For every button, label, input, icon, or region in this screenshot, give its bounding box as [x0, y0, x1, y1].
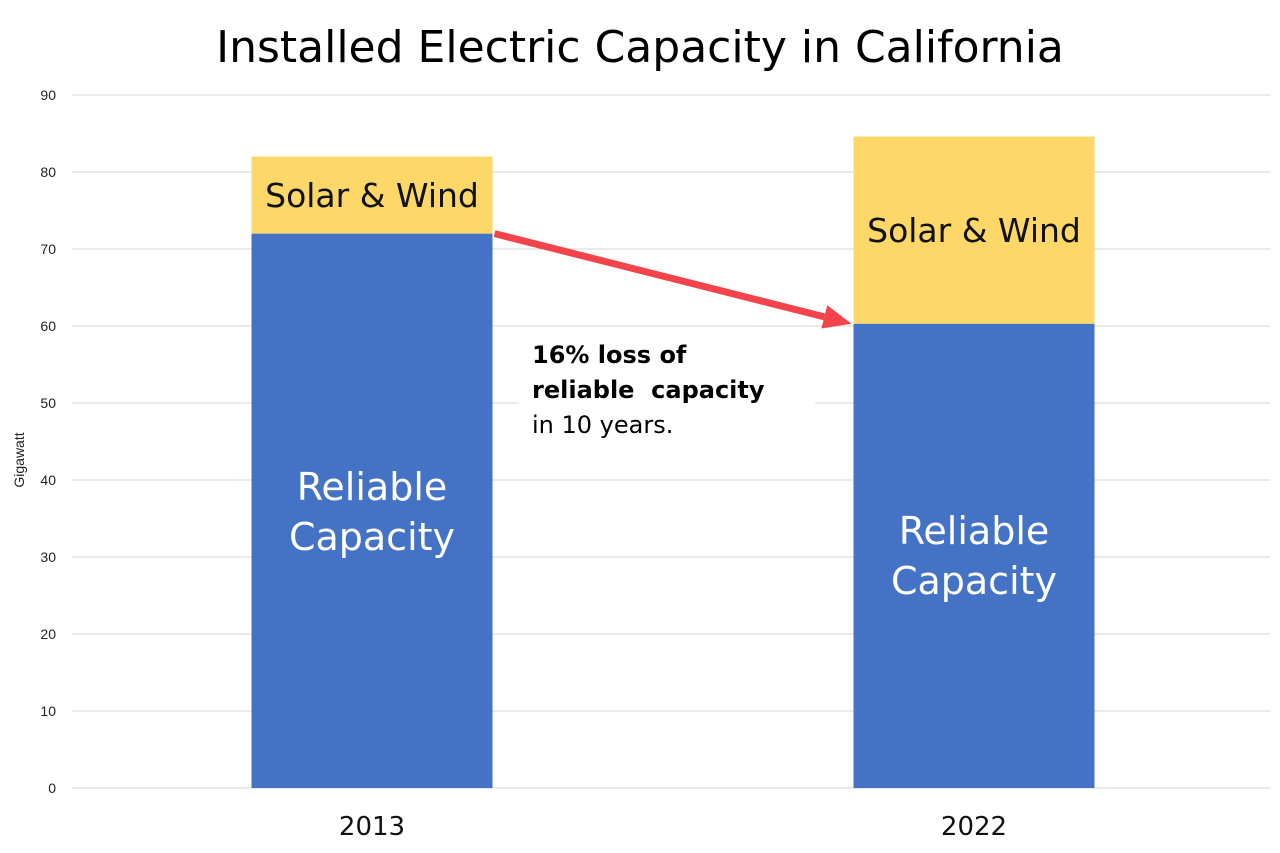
- annotation-text-line: reliable capacity: [532, 376, 765, 404]
- y-tick-label: 50: [40, 395, 56, 411]
- chart-title: Installed Electric Capacity in Californi…: [216, 22, 1064, 73]
- annotation-text-line: 16% loss of: [532, 341, 687, 369]
- segment-label: Capacity: [891, 559, 1057, 603]
- annotation-text-line: in 10 years.: [532, 411, 673, 439]
- y-tick-label: 90: [40, 87, 56, 103]
- bar-reliable-capacity-2013: [251, 233, 493, 789]
- y-tick-label: 60: [40, 318, 56, 334]
- bar-reliable-capacity-2022: [853, 323, 1095, 788]
- x-tick-label: 2022: [941, 812, 1007, 842]
- y-tick-label: 30: [40, 549, 56, 565]
- annotation-arrow-shaft: [493, 230, 826, 321]
- annotation: 16% loss of reliable capacity in 10 years.: [493, 230, 852, 446]
- segment-label: Solar & Wind: [867, 211, 1081, 250]
- segment-label: Reliable: [899, 509, 1050, 553]
- bar-solar-wind-2022: [853, 136, 1095, 324]
- bar-solar-wind-2013: [251, 156, 493, 234]
- bars: [251, 136, 1095, 789]
- x-tick-label: 2013: [339, 812, 405, 842]
- annotation-text-background: [519, 334, 815, 446]
- y-tick-label: 70: [40, 241, 56, 257]
- annotation-arrow-head: [821, 305, 852, 329]
- y-tick-label: 0: [48, 780, 56, 796]
- segment-label: Solar & Wind: [265, 176, 479, 215]
- segment-label: Capacity: [289, 515, 455, 559]
- segment-label: Reliable: [297, 465, 448, 509]
- y-tick-label: 10: [40, 703, 56, 719]
- y-tick-label: 40: [40, 472, 56, 488]
- y-axis-ticks: 0 10 20 30 40 50 60 70 80 90: [40, 87, 56, 796]
- y-tick-label: 20: [40, 626, 56, 642]
- y-tick-label: 80: [40, 164, 56, 180]
- segment-labels: Reliable Capacity Solar & Wind Reliable Capa…: [265, 176, 1081, 603]
- y-axis-label: Gigawatt: [11, 432, 27, 487]
- category-labels: 2013 2022: [339, 812, 1007, 842]
